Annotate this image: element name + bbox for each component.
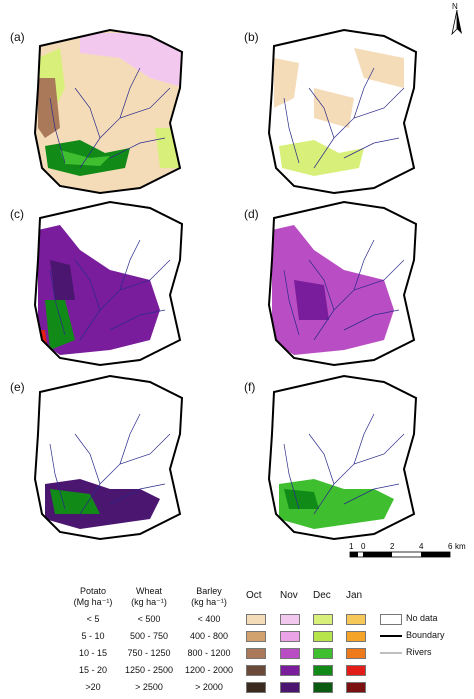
scale-tick-6: 6 <box>448 542 453 551</box>
river-line-icon <box>380 652 402 654</box>
legend-swatch-dec-0 <box>313 614 333 625</box>
scale-unit: km <box>455 542 466 551</box>
scale-tick-1: 1 <box>349 542 354 551</box>
legend-header-wheat: Wheat <box>135 586 162 596</box>
map-panel-a <box>33 28 184 195</box>
legend-swatch-dec-1 <box>313 631 333 642</box>
scale-bar: 1 0 2 4 6 km <box>349 542 466 558</box>
legend-swatch-nov-2 <box>280 648 300 659</box>
map-panel-c <box>33 200 184 367</box>
legend-swatch-oct-2 <box>246 648 266 659</box>
legend-potato-0: < 5 <box>86 614 100 624</box>
legend-wheat-2: 750 - 1250 <box>127 648 171 658</box>
legend-swatch-jan-1 <box>346 631 366 642</box>
legend-potato-1: 5 - 10 <box>81 631 105 641</box>
legend-swatch-dec-4 <box>313 682 333 693</box>
legend-swatch-jan-4 <box>346 682 366 693</box>
legend-swatch-dec-3 <box>313 665 333 676</box>
legend-header-potato-unit: (Mg ha⁻¹) <box>73 597 113 607</box>
legend-swatch-nov-4 <box>280 682 300 693</box>
legend-swatch-nov-3 <box>280 665 300 676</box>
legend-swatch-jan-0 <box>346 614 366 625</box>
panel-label-d: (d) <box>244 207 259 221</box>
legend-barley-2: 800 - 1200 <box>187 648 231 658</box>
legend-header-barley: Barley <box>196 586 222 596</box>
north-label: N <box>452 2 458 11</box>
legend-swatch-nov-0 <box>280 614 300 625</box>
panel-label-a: (a) <box>10 30 25 44</box>
north-arrow-icon <box>451 9 462 36</box>
scale-tick-4: 4 <box>419 542 424 551</box>
panel-label-f: (f) <box>244 380 256 394</box>
legend-potato-2: 10 - 15 <box>78 648 108 658</box>
legend-barley-1: 400 - 800 <box>189 631 229 641</box>
legend-swatch-nov-1 <box>280 631 300 642</box>
legend-swatch-jan-2 <box>346 648 366 659</box>
map-panel-d <box>267 200 418 367</box>
month-oct: Oct <box>246 590 262 601</box>
panel-label-b: (b) <box>244 30 259 44</box>
month-jan: Jan <box>346 590 363 601</box>
legend-barley-0: < 400 <box>197 614 221 624</box>
legend-swatch-dec-2 <box>313 648 333 659</box>
panel-label-e: (e) <box>10 380 25 394</box>
legend-barley-4: > 2000 <box>195 682 223 692</box>
legend-wheat-1: 500 - 750 <box>129 631 169 641</box>
legend-swatch-oct-0 <box>246 614 266 625</box>
legend-wheat-3: 1250 - 2500 <box>124 665 174 675</box>
boundary-line-icon <box>380 635 402 637</box>
legend-swatch-jan-3 <box>346 665 366 676</box>
map-panel-f <box>267 374 418 541</box>
legend-potato-4: >20 <box>85 682 101 692</box>
legend-barley-3: 1200 - 2000 <box>184 665 234 675</box>
legend-wheat-4: > 2500 <box>135 682 163 692</box>
key-no-data: No data <box>406 613 438 623</box>
map-panel-e <box>33 374 184 541</box>
scale-tick-0: 0 <box>361 542 366 551</box>
panel-label-c: (c) <box>10 207 24 221</box>
legend-swatch-oct-1 <box>246 631 266 642</box>
legend-swatch-oct-4 <box>246 682 266 693</box>
month-dec: Dec <box>313 590 331 601</box>
legend-header-potato: Potato <box>79 586 107 596</box>
legend-wheat-0: < 500 <box>137 614 161 624</box>
legend-header-wheat-unit: (kg ha⁻¹) <box>131 597 167 607</box>
scale-tick-2: 2 <box>390 542 395 551</box>
key-rivers: Rivers <box>406 647 432 657</box>
legend-swatch-oct-3 <box>246 665 266 676</box>
legend-potato-3: 15 - 20 <box>78 665 108 675</box>
key-boundary: Boundary <box>406 630 445 640</box>
month-nov: Nov <box>280 590 298 601</box>
no-data-swatch <box>380 614 402 625</box>
legend-header-barley-unit: (kg ha⁻¹) <box>191 597 227 607</box>
map-panel-b <box>267 28 418 195</box>
